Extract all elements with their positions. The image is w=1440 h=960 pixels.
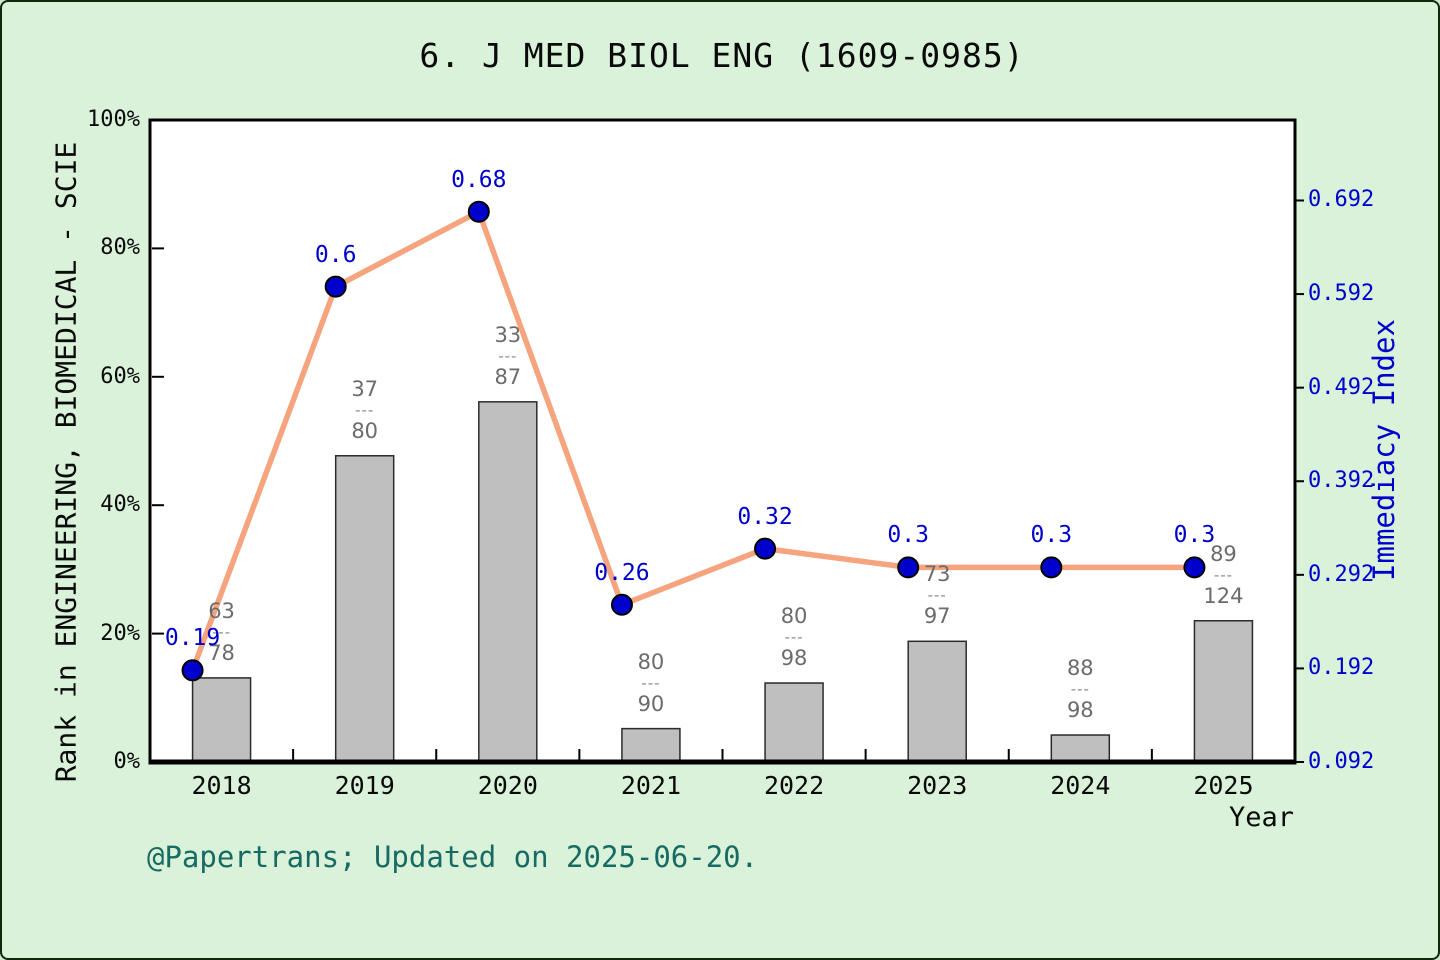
- x-axis-tick-label: 2021: [620, 771, 682, 800]
- x-axis-tick-label: 2018: [191, 771, 252, 800]
- rank-numerator: 63: [208, 598, 235, 623]
- x-axis-tick-label: 2023: [907, 771, 968, 800]
- rank-denominator: 80: [351, 418, 379, 443]
- rank-fraction-label: 73 --- 97: [877, 561, 997, 629]
- data-point-marker-2020: [467, 200, 490, 223]
- fraction-divider: ---: [355, 400, 375, 419]
- x-axis-tick-label: 2020: [477, 771, 538, 800]
- bar-2024: [1050, 734, 1111, 763]
- rank-numerator: 80: [780, 604, 808, 629]
- rank-numerator: 88: [1066, 656, 1094, 681]
- data-point-marker-2019: [324, 275, 347, 298]
- rank-fraction-label: 88 --- 98: [1020, 655, 1140, 723]
- immediacy-value-label: 0.19: [164, 625, 221, 652]
- right-axis-tick-label: 0.492: [1308, 374, 1375, 400]
- rank-fraction-label: 33 --- 87: [448, 322, 568, 390]
- right-axis-tick-label: 0.592: [1308, 281, 1375, 307]
- immediacy-value-label: 0.68: [451, 166, 507, 193]
- rank-denominator: 98: [780, 646, 808, 671]
- fraction-divider: ---: [1070, 680, 1090, 699]
- data-point-marker-2025: [1183, 556, 1206, 579]
- bar-2021: [621, 727, 681, 763]
- immediacy-value-label: 0.3: [1030, 522, 1073, 549]
- rank-fraction-label: 89 --- 124: [1163, 541, 1283, 609]
- immediacy-value-label: 0.6: [314, 241, 357, 268]
- immediacy-value-label: 0.3: [887, 522, 929, 549]
- left-axis-tick-label: 0%: [113, 749, 141, 774]
- rank-denominator: 90: [637, 691, 665, 716]
- rank-fraction-label: 80 --- 98: [734, 603, 854, 671]
- bar-2025: [1193, 620, 1254, 763]
- rank-denominator: 98: [1066, 698, 1094, 723]
- x-axis-title: Year: [1228, 802, 1294, 833]
- bar-2023: [907, 640, 967, 763]
- left-axis-tick-label: 80%: [100, 235, 140, 261]
- left-axis-tick-label: 60%: [100, 363, 140, 389]
- x-axis-tick-label: 2025: [1193, 771, 1254, 800]
- fraction-divider: ---: [641, 673, 661, 692]
- fraction-divider: ---: [784, 628, 804, 647]
- data-point-marker-2024: [1040, 556, 1063, 579]
- bar-2020: [478, 401, 538, 763]
- right-axis-tick-label: 0.392: [1308, 468, 1375, 494]
- rank-numerator: 73: [923, 562, 951, 587]
- data-point-marker-2018: [181, 659, 204, 682]
- left-axis-tick-label: 20%: [100, 620, 140, 646]
- x-axis-tick-label: 2022: [763, 771, 825, 800]
- rank-denominator: 78: [208, 640, 235, 665]
- right-axis-tick-label: 0.192: [1308, 655, 1375, 681]
- right-axis-tick-label: 0.692: [1308, 187, 1375, 213]
- immediacy-value-label: 0.32: [737, 503, 793, 530]
- immediacy-value-label: 0.26: [594, 559, 650, 586]
- bar-2022: [764, 682, 824, 763]
- x-axis-tick-label: 2024: [1050, 771, 1111, 800]
- right-axis-tick-label: 0.092: [1308, 749, 1375, 774]
- rank-numerator: 80: [637, 649, 665, 674]
- left-axis-tick-label: 100%: [87, 107, 140, 132]
- rank-denominator: 97: [923, 604, 951, 629]
- fraction-divider: ---: [927, 586, 947, 605]
- data-point-marker-2023: [897, 556, 920, 579]
- immediacy-index-line: [189, 208, 1198, 674]
- x-axis-tick-label: 2019: [334, 771, 395, 800]
- immediacy-value-label: 0.3: [1173, 522, 1216, 549]
- fraction-divider: ---: [211, 622, 232, 641]
- rank-numerator: 33: [494, 322, 522, 347]
- right-axis-tick-label: 0.292: [1308, 561, 1375, 587]
- fraction-divider: ---: [498, 346, 518, 365]
- bar-2018: [191, 677, 252, 763]
- data-point-marker-2021: [610, 593, 633, 616]
- bar-2019: [334, 455, 395, 763]
- chart-title: 6. J MED BIOL ENG (1609-0985): [419, 36, 1025, 75]
- rank-fraction-label: 80 --- 90: [591, 649, 711, 717]
- footer-note: @Papertrans; Updated on 2025-06-20.: [147, 840, 759, 874]
- fraction-divider: ---: [1213, 565, 1234, 584]
- rank-fraction-label: 63 --- 78: [162, 598, 282, 666]
- rank-numerator: 89: [1210, 541, 1237, 566]
- data-point-marker-2022: [754, 537, 777, 560]
- rank-numerator: 37: [351, 376, 379, 401]
- rank-denominator: 124: [1203, 583, 1244, 608]
- left-axis-tick-label: 40%: [100, 492, 140, 518]
- rank-fraction-label: 37 --- 80: [305, 376, 425, 444]
- rank-denominator: 87: [494, 364, 522, 389]
